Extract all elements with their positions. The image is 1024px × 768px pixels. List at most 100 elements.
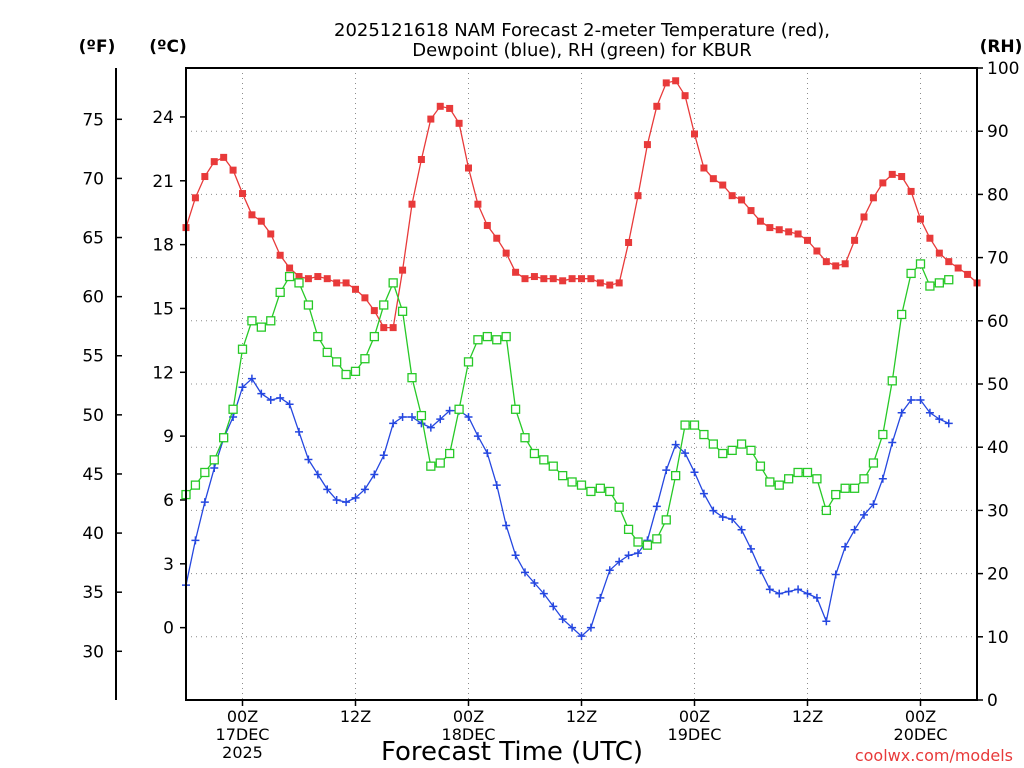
dewpoint-point <box>417 419 426 428</box>
rh-point <box>501 331 511 342</box>
fahrenheit-tick-label: 30 <box>82 642 104 662</box>
temperature-point <box>596 279 604 287</box>
rh-point <box>558 470 568 481</box>
dewpoint-point <box>323 485 332 494</box>
temperature-point <box>389 324 397 332</box>
temperature-point <box>483 221 491 229</box>
x-tick-label: 12Z <box>566 707 597 726</box>
temperature-point <box>728 192 736 200</box>
temperature-point <box>700 164 708 172</box>
rh-point <box>332 357 342 367</box>
temperature-point <box>267 230 275 238</box>
rh-point <box>520 433 530 443</box>
dewpoint-point <box>841 542 850 551</box>
temperature-point <box>493 234 501 242</box>
dewpoint-point <box>624 551 633 560</box>
fahrenheit-tick-label: 50 <box>82 406 104 426</box>
temperature-point <box>662 79 670 87</box>
rh-point <box>539 455 549 465</box>
rh-point <box>256 322 266 332</box>
rh-point <box>548 461 558 471</box>
rh-point <box>463 357 474 367</box>
fahrenheit-tick-label: 55 <box>82 347 104 367</box>
dewpoint-point <box>699 489 708 498</box>
temperature-point <box>342 279 350 287</box>
x-tick-label: 00Z <box>453 707 484 726</box>
rh-point <box>708 439 718 449</box>
fahrenheit-unit-label: (ºF) <box>79 37 116 57</box>
rh-line <box>185 262 950 546</box>
temperature-point <box>898 173 906 181</box>
temperature-point <box>286 264 294 272</box>
temperature-point <box>304 275 312 283</box>
rh-point <box>529 448 540 459</box>
dewpoint-point <box>596 593 605 602</box>
temperature-point <box>625 238 633 246</box>
temperature-point <box>559 277 567 285</box>
dewpoint-point <box>304 455 313 464</box>
dewpoint-point <box>295 427 303 436</box>
temperature-point <box>672 77 680 85</box>
dewpoint-point <box>473 432 482 441</box>
rh-point <box>567 477 577 487</box>
dewpoint-point <box>200 498 209 507</box>
temperature-point <box>888 170 896 178</box>
dewpoint-point <box>351 493 360 502</box>
rh-point <box>350 366 361 377</box>
dewpoint-point <box>671 440 680 449</box>
dewpoint-point <box>276 393 285 402</box>
temperature-point <box>323 275 331 283</box>
rh-point <box>812 474 822 484</box>
temperature-point <box>709 175 717 183</box>
temperature-point <box>822 258 830 266</box>
rh-point <box>831 489 841 500</box>
dewpoint-point <box>756 566 765 575</box>
temperature-point <box>530 273 538 281</box>
dewpoint-point <box>521 568 529 577</box>
rh-point <box>313 331 323 342</box>
rh-tick-label: 90 <box>987 122 1009 142</box>
dewpoint-point <box>944 419 953 428</box>
temperature-point <box>945 258 953 266</box>
rh-point <box>906 268 916 279</box>
temperature-point <box>879 179 887 187</box>
dewpoint-point <box>426 423 435 432</box>
dewpoint-point <box>615 557 624 566</box>
dewpoint-point <box>709 506 718 515</box>
rh-tick-label: 70 <box>987 249 1009 269</box>
rh-point <box>746 445 756 456</box>
dewpoint-point <box>558 615 567 624</box>
temperature-point <box>220 153 228 161</box>
rh-point <box>925 281 935 291</box>
rh-point <box>934 278 944 288</box>
dewpoint-point <box>803 589 812 598</box>
rh-point <box>237 344 248 354</box>
rh-point <box>473 335 483 345</box>
temperature-point <box>380 324 388 332</box>
rh-point <box>209 455 219 465</box>
dewpoint-point <box>586 623 595 632</box>
dewpoint-point <box>728 515 737 524</box>
temperature-point <box>333 279 341 287</box>
temperature-point <box>239 190 246 198</box>
rh-point <box>360 354 370 364</box>
rh-point <box>887 376 897 386</box>
dewpoint-point <box>634 549 642 558</box>
fahrenheit-tick-label: 60 <box>82 288 104 308</box>
dewpoint-point <box>398 412 407 421</box>
dewpoint-point <box>662 466 671 475</box>
x-tick-label: 12Z <box>792 707 823 726</box>
temperature-point <box>766 224 774 232</box>
dewpoint-point <box>869 500 878 509</box>
temperature-point <box>465 164 472 172</box>
celsius-tick-label: 18 <box>152 236 174 256</box>
rh-point <box>821 505 831 516</box>
temperature-point <box>935 249 943 257</box>
rh-point <box>849 483 860 493</box>
fahrenheit-tick-label: 40 <box>82 524 104 544</box>
rh-point <box>642 540 653 550</box>
temperature-point <box>917 215 924 223</box>
gridlines <box>186 68 977 700</box>
rh-point <box>605 486 615 497</box>
x-tick-label: 2025 <box>222 743 263 762</box>
